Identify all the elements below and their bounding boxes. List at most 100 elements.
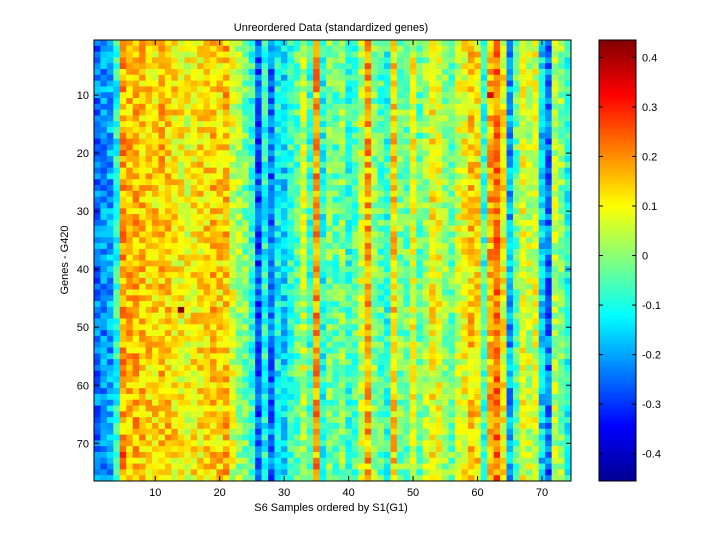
heatmap-cell xyxy=(377,144,385,151)
heatmap-cell xyxy=(500,341,507,348)
heatmap-cell xyxy=(119,127,127,134)
heatmap-cell xyxy=(435,185,443,192)
heatmap-cell xyxy=(338,127,346,134)
heatmap-cell xyxy=(493,411,501,418)
heatmap-cell xyxy=(532,318,540,325)
heatmap-cell xyxy=(261,51,269,58)
heatmap-cell xyxy=(532,248,540,256)
heatmap-cell xyxy=(326,335,333,343)
heatmap-cell xyxy=(306,388,314,395)
heatmap-cell xyxy=(442,335,449,343)
heatmap-cell xyxy=(377,225,385,232)
heatmap-cell xyxy=(377,277,385,285)
heatmap-cell xyxy=(390,98,398,105)
heatmap-cell xyxy=(280,359,288,366)
heatmap-cell xyxy=(493,318,501,325)
heatmap-cell xyxy=(512,138,520,145)
heatmap-cell xyxy=(242,399,250,406)
heatmap-cell xyxy=(274,370,282,377)
heatmap-cell xyxy=(512,185,520,192)
heatmap-cell xyxy=(467,417,475,424)
heatmap-cell xyxy=(145,225,153,232)
heatmap-cell xyxy=(106,411,114,418)
heatmap-cell xyxy=(306,301,314,308)
heatmap-cell xyxy=(396,237,404,244)
heatmap-cell xyxy=(197,335,204,343)
heatmap-cell xyxy=(203,132,211,140)
heatmap-cell xyxy=(94,306,101,314)
heatmap-cell xyxy=(525,150,533,157)
heatmap-cell xyxy=(319,202,327,209)
heatmap-cell xyxy=(197,324,204,331)
heatmap-cell xyxy=(158,277,166,285)
heatmap-cell xyxy=(235,335,243,343)
heatmap-cell xyxy=(345,98,353,105)
heatmap-cell xyxy=(358,92,366,99)
heatmap-cell xyxy=(474,370,482,377)
heatmap-cell xyxy=(454,132,462,140)
heatmap-cell xyxy=(480,289,488,296)
heatmap-cell xyxy=(261,132,269,140)
heatmap-cell xyxy=(364,86,372,93)
heatmap-cell xyxy=(519,127,527,134)
heatmap-cell xyxy=(113,330,121,337)
heatmap-cell xyxy=(300,98,308,105)
heatmap-cell xyxy=(287,382,295,389)
heatmap-cell xyxy=(519,347,527,354)
heatmap-cell xyxy=(268,115,275,122)
heatmap-cell xyxy=(203,289,211,296)
heatmap-cell xyxy=(306,393,314,401)
heatmap-cell xyxy=(422,173,430,180)
heatmap-cell xyxy=(106,231,114,238)
heatmap-cell xyxy=(416,243,424,250)
heatmap-cell xyxy=(210,370,217,377)
heatmap-cell xyxy=(139,219,146,227)
heatmap-cell xyxy=(558,393,565,401)
heatmap-cell xyxy=(390,132,398,140)
heatmap-cell xyxy=(422,202,430,209)
heatmap-cell xyxy=(467,335,475,343)
heatmap-cell xyxy=(306,214,314,221)
heatmap-cell xyxy=(551,388,559,395)
heatmap-cell xyxy=(467,127,475,134)
heatmap-cell xyxy=(480,86,488,93)
heatmap-cell xyxy=(287,74,295,82)
heatmap-cell xyxy=(126,335,134,343)
heatmap-cell xyxy=(558,405,565,412)
heatmap-cell xyxy=(216,283,224,290)
heatmap-cell xyxy=(558,190,565,198)
heatmap-cell xyxy=(558,63,565,70)
heatmap-cell xyxy=(519,364,527,372)
heatmap-cell xyxy=(326,80,333,87)
heatmap-cell xyxy=(313,428,321,435)
heatmap-cell xyxy=(158,411,166,418)
heatmap-cell xyxy=(261,98,269,105)
heatmap-cell xyxy=(261,45,269,52)
heatmap-cell xyxy=(338,190,346,198)
heatmap-cell xyxy=(300,103,308,111)
heatmap-cell xyxy=(319,393,327,401)
heatmap-cell xyxy=(371,370,379,377)
heatmap-cell xyxy=(216,399,224,406)
heatmap-cell xyxy=(532,121,540,128)
heatmap-cell xyxy=(442,40,449,47)
heatmap-cell xyxy=(396,63,404,70)
heatmap-cell xyxy=(545,388,553,395)
heatmap-cell xyxy=(152,196,159,203)
heatmap-cell xyxy=(480,179,488,186)
heatmap-cell xyxy=(306,63,314,70)
heatmap-cell xyxy=(293,370,301,377)
heatmap-cell xyxy=(139,173,146,180)
heatmap-cell xyxy=(551,121,559,128)
heatmap-cell xyxy=(429,295,437,302)
heatmap-cell xyxy=(280,98,288,105)
heatmap-cell xyxy=(119,103,127,111)
heatmap-cell xyxy=(358,138,366,145)
heatmap-cell xyxy=(532,330,540,337)
heatmap-cell xyxy=(126,347,134,354)
heatmap-cell xyxy=(545,40,553,47)
heatmap-cell xyxy=(300,161,308,169)
heatmap-cell xyxy=(442,324,449,331)
heatmap-cell xyxy=(113,167,121,174)
heatmap-cell xyxy=(306,254,314,261)
